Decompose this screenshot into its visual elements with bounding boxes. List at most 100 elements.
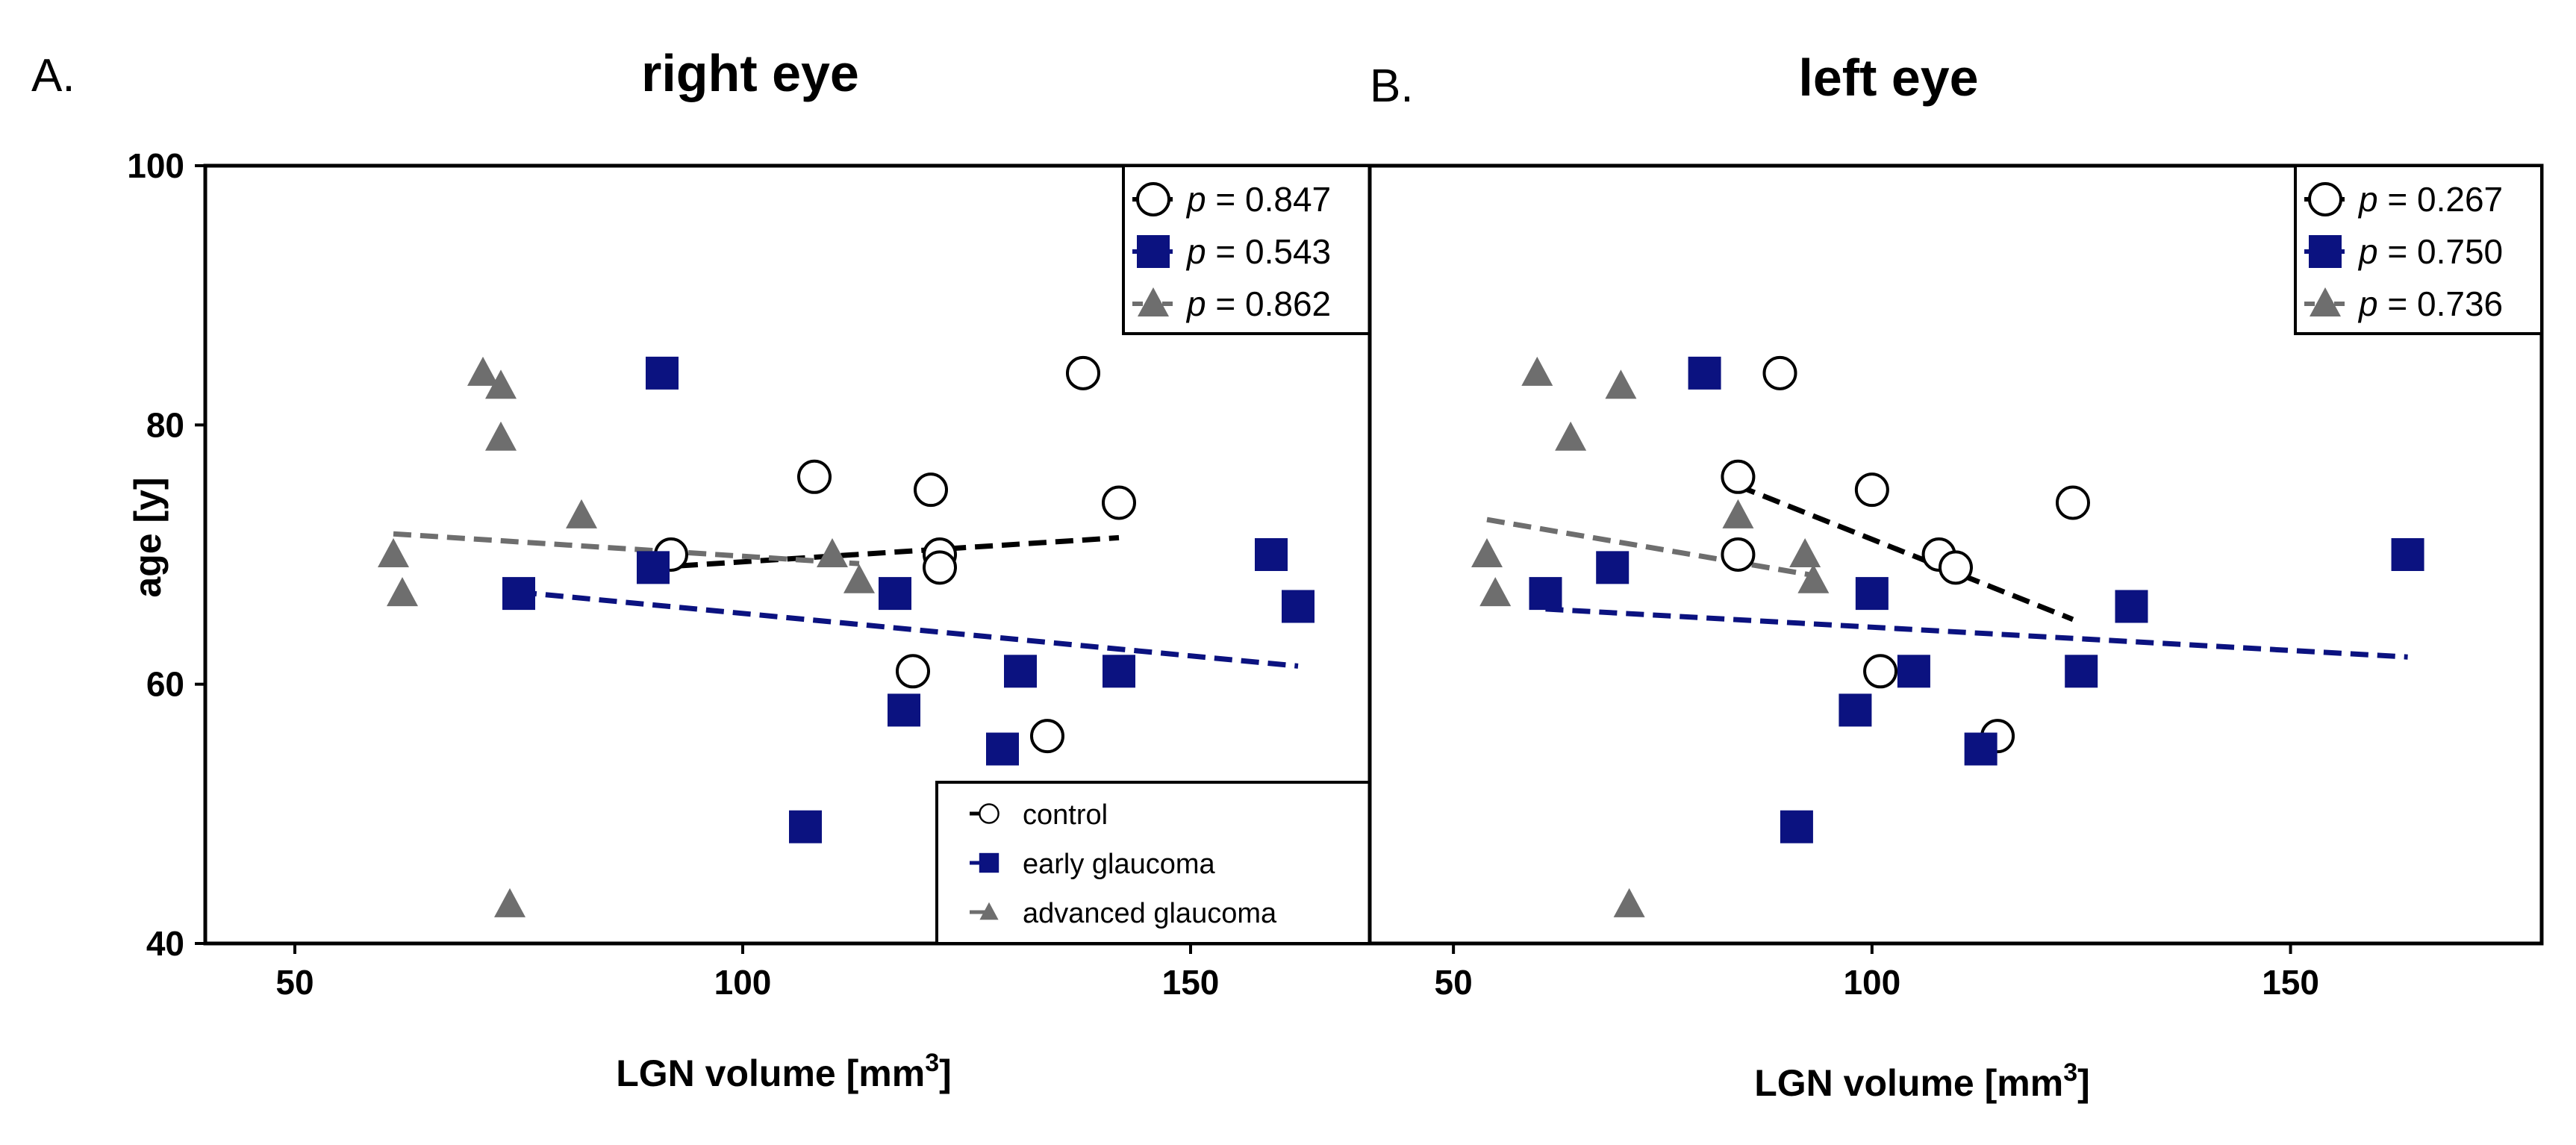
panel-a-early-point bbox=[1004, 655, 1037, 688]
panel-b-p-legend-control-marker bbox=[2308, 182, 2342, 216]
panel-a-p-legend-control-label: p = 0.847 bbox=[1185, 180, 1331, 219]
panel-b-x-axis-title-base: LGN volume [mm bbox=[1754, 1062, 2063, 1104]
panel-b-early-point bbox=[2391, 538, 2424, 571]
panel-b-early-point bbox=[1897, 655, 1930, 688]
panel-a-advanced-fit-line bbox=[393, 531, 860, 567]
panel-a-early-point bbox=[1103, 655, 1135, 688]
panel-b-early-point bbox=[1780, 810, 1813, 843]
panel-b-x-tick-label: 150 bbox=[2262, 963, 2319, 1002]
panel-a-x-axis-title-base: LGN volume [mm bbox=[616, 1052, 925, 1094]
panel-a-early-point bbox=[646, 356, 679, 390]
panel-b-p-legend-early-marker bbox=[2309, 235, 2342, 268]
panel-b-p-legend-advanced-marker bbox=[2310, 287, 2341, 316]
panel-b-control-point bbox=[1854, 472, 1889, 508]
panel-a-control-point bbox=[896, 654, 930, 689]
panel-a-control-point bbox=[1030, 719, 1064, 754]
panel-b-p-legend-control-label: p = 0.267 bbox=[2357, 180, 2503, 219]
panel-b-early-point bbox=[2115, 590, 2148, 623]
p-value: = 0.736 bbox=[2378, 284, 2504, 323]
panel-b-control-point bbox=[1721, 537, 1756, 572]
p-value: = 0.862 bbox=[1206, 284, 1332, 323]
panel-a-p-legend-control-marker bbox=[1136, 182, 1170, 216]
group-legend bbox=[935, 781, 1371, 945]
panel-b-title: left eye bbox=[1798, 49, 1978, 107]
panel-a-x-tick-label: 150 bbox=[1162, 963, 1220, 1002]
panel-a-early-fit-line bbox=[518, 589, 1299, 669]
group-legend-control-marker bbox=[979, 803, 999, 824]
panel-a-advanced-point bbox=[387, 577, 418, 607]
panel-a-advanced-point bbox=[843, 564, 875, 593]
panel-a-early-point bbox=[502, 577, 535, 611]
panel-b-early-point bbox=[1529, 577, 1562, 611]
panel-a-x-axis-title-sup: 3 bbox=[925, 1049, 939, 1077]
panel-a-advanced-point bbox=[494, 887, 526, 917]
panel-a-early-point bbox=[879, 577, 911, 611]
p-symbol: p bbox=[2357, 232, 2378, 271]
panel-a-control-point bbox=[1102, 485, 1136, 520]
panel-a-control-point bbox=[914, 472, 948, 508]
panel-a-early-point bbox=[1255, 538, 1288, 571]
panel-b-advanced-point bbox=[1479, 577, 1512, 607]
y-axis-title: age [y] bbox=[127, 477, 169, 597]
y-tick-label: 40 bbox=[146, 924, 184, 963]
panel-b-label: B. bbox=[1370, 60, 1414, 112]
panel-b-x-axis-title-end: ] bbox=[2077, 1062, 2090, 1104]
panel-b-early-fit-line bbox=[1545, 606, 2408, 660]
panel-a-early-point bbox=[888, 693, 920, 727]
y-tick-label: 100 bbox=[127, 146, 184, 185]
panel-b-early-point bbox=[1839, 693, 1872, 727]
panel-b-advanced-point bbox=[1555, 421, 1587, 451]
panel-a-p-legend-advanced-marker bbox=[1138, 287, 1169, 316]
panel-b-p-legend-advanced-label: p = 0.736 bbox=[2357, 284, 2503, 323]
panel-b-early-point bbox=[1964, 732, 1998, 766]
panel-a-control-point bbox=[797, 459, 832, 494]
panel-b-control-fit-line bbox=[1737, 483, 2074, 623]
panel-a-early-point bbox=[986, 732, 1019, 766]
panel-b-advanced-point bbox=[1797, 564, 1830, 593]
panel-a-early-point bbox=[1282, 590, 1314, 623]
panel-b-advanced-point bbox=[1722, 499, 1754, 528]
panel-a-title: right eye bbox=[641, 44, 859, 102]
group-legend-control-label: control bbox=[1023, 799, 1108, 831]
panel-a-advanced-point bbox=[378, 538, 409, 567]
panel-b-x-tick-label: 50 bbox=[1435, 963, 1473, 1002]
panel-a-x-tick-label: 100 bbox=[714, 963, 772, 1002]
panel-a-x-axis-title-end: ] bbox=[939, 1052, 952, 1094]
p-value: = 0.543 bbox=[1206, 232, 1332, 271]
group-legend-early-label: early glaucoma bbox=[1023, 849, 1216, 880]
panel-a-advanced-point bbox=[485, 369, 517, 399]
panel-a-p-legend-early-marker bbox=[1137, 235, 1170, 268]
panel-a-advanced-point bbox=[566, 499, 597, 528]
panel-b-early-point bbox=[1596, 551, 1630, 584]
panel-b-plot-frame bbox=[1367, 163, 2544, 946]
panel-a-advanced-point bbox=[817, 538, 848, 567]
panel-a-control-fit-line bbox=[652, 534, 1120, 570]
p-value: = 0.267 bbox=[2378, 180, 2504, 219]
panel-b-advanced-point bbox=[1471, 538, 1503, 567]
panel-a-advanced-point bbox=[485, 421, 517, 451]
panel-a-p-legend-early-label: p = 0.543 bbox=[1185, 232, 1331, 271]
panel-b-control-point bbox=[1762, 355, 1797, 390]
y-tick-label: 80 bbox=[146, 405, 184, 444]
p-symbol: p bbox=[1185, 232, 1206, 271]
panel-b-control-point bbox=[1863, 654, 1898, 689]
panel-a-control-point bbox=[1066, 355, 1100, 390]
panel-a-control-point bbox=[923, 550, 957, 585]
group-legend-advanced-label: advanced glaucoma bbox=[1023, 898, 1277, 929]
p-value: = 0.750 bbox=[2378, 232, 2504, 271]
panel-b-advanced-point bbox=[1521, 356, 1553, 386]
panel-a-x-tick-label: 50 bbox=[275, 963, 314, 1002]
panel-a-label: A. bbox=[31, 50, 75, 102]
panel-b-control-point bbox=[2056, 485, 2090, 520]
panel-a-advanced-point bbox=[467, 356, 499, 386]
panel-a-early-point bbox=[789, 810, 822, 843]
panel-b-advanced-fit-line bbox=[1486, 517, 1814, 578]
panel-b-advanced-point bbox=[1613, 887, 1645, 917]
panel-b-advanced-point bbox=[1605, 369, 1637, 399]
p-value: = 0.847 bbox=[1206, 180, 1332, 219]
panel-b-p-legend-early-label: p = 0.750 bbox=[2357, 232, 2503, 271]
p-symbol: p bbox=[1185, 180, 1206, 219]
